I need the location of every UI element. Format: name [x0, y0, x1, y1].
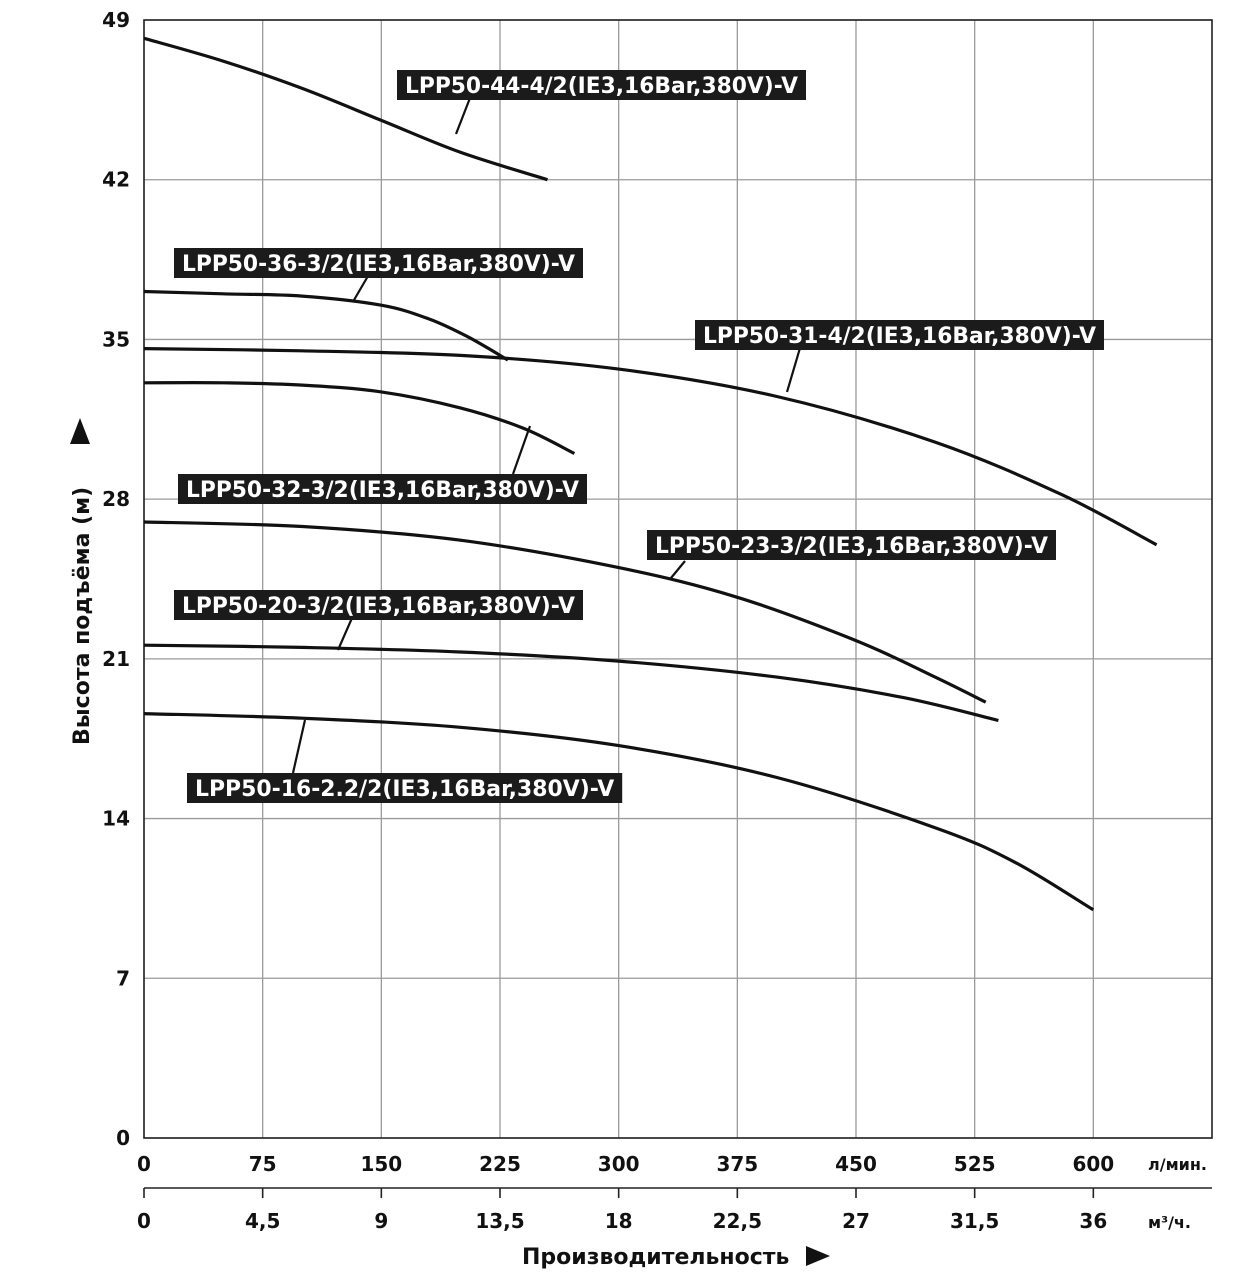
grid	[143, 19, 1212, 1139]
series-label-box	[187, 773, 623, 803]
y-tick-label: 7	[116, 966, 130, 990]
x2-tick-label: 13,5	[475, 1209, 524, 1233]
y-axis-arrow-icon	[70, 418, 90, 444]
series-label-box	[647, 530, 1056, 560]
series-leader-line	[291, 719, 307, 774]
series-label: LPP50-23-3/2(IE3,16Bar,380V)-V	[655, 534, 1048, 559]
series-label-box	[695, 320, 1104, 350]
x-tick-label: 300	[598, 1152, 640, 1176]
y-tick-label: 35	[102, 327, 130, 351]
x-tick-label: 375	[716, 1152, 758, 1176]
series-label: LPP50-32-3/2(IE3,16Bar,380V)-V	[186, 478, 579, 503]
x-tick-label: 525	[954, 1152, 996, 1176]
series-label: LPP50-31-4/2(IE3,16Bar,380V)-V	[703, 324, 1096, 349]
series-curve	[143, 347, 1158, 547]
x-tick-label: 600	[1072, 1152, 1114, 1176]
x2-tick-label: 22,5	[713, 1209, 762, 1233]
x-tick-label: 450	[835, 1152, 877, 1176]
curves	[143, 36, 1158, 912]
series-leader-line	[785, 347, 802, 393]
x-tick-label: 0	[137, 1152, 151, 1176]
plot-frame	[143, 19, 1213, 1139]
series-curve	[143, 520, 987, 704]
series-leader-line	[670, 560, 686, 579]
series-leader-line	[336, 617, 354, 651]
x2-tick-label: 9	[374, 1209, 388, 1233]
x-unit-label: л/мин.	[1148, 1155, 1207, 1174]
y-tick-label: 0	[116, 1126, 130, 1150]
x2-tick-label: 18	[605, 1209, 633, 1233]
x2-tick-label: 27	[842, 1209, 870, 1233]
series-curve	[143, 36, 548, 182]
series-curve	[143, 643, 999, 723]
series-label-box	[174, 590, 583, 620]
series-label-box	[174, 248, 583, 278]
x2-unit-label: м³/ч.	[1148, 1213, 1191, 1232]
series-label-box	[397, 70, 806, 100]
x2-tick-label: 4,5	[245, 1209, 280, 1233]
series-curve	[143, 289, 509, 362]
series-labels: LPP50-44-4/2(IE3,16Bar,380V)-V LPP50-36-3…	[174, 70, 1104, 803]
x-tick-label: 75	[249, 1152, 277, 1176]
y-tick-label: 42	[102, 168, 130, 192]
series-leader-line	[353, 275, 369, 301]
series-label: LPP50-36-3/2(IE3,16Bar,380V)-V	[182, 252, 575, 277]
x-axis-arrow-icon	[806, 1246, 830, 1266]
y-tick-label: 49	[102, 8, 130, 32]
series-label: LPP50-16-2.2/2(IE3,16Bar,380V)-V	[195, 777, 614, 802]
x2-tick-label: 0	[137, 1209, 151, 1233]
series-leader-line	[454, 97, 472, 135]
x-tick-label: 150	[360, 1152, 402, 1176]
axes: 0 7 14 21 28 35 42 49 0 75 150 225 300 375 450 525 600 л/…	[70, 8, 1213, 1270]
x-tick-label: 225	[479, 1152, 521, 1176]
y-tick-label: 28	[102, 487, 130, 511]
y-tick-label: 14	[102, 807, 130, 831]
y-axis-title: Высота подъёма (м)	[70, 487, 95, 745]
series-label: LPP50-20-3/2(IE3,16Bar,380V)-V	[182, 594, 575, 619]
y-tick-label: 21	[102, 647, 130, 671]
series-label: LPP50-44-4/2(IE3,16Bar,380V)-V	[405, 74, 798, 99]
x2-tick-label: 31,5	[950, 1209, 999, 1233]
x2-tick-label: 36	[1079, 1209, 1107, 1233]
series-curve	[143, 381, 576, 455]
series-curve	[143, 712, 1095, 912]
series-label-box	[178, 474, 587, 504]
x-axis-title: Производительность	[522, 1245, 789, 1270]
series-leader-line	[511, 425, 532, 475]
